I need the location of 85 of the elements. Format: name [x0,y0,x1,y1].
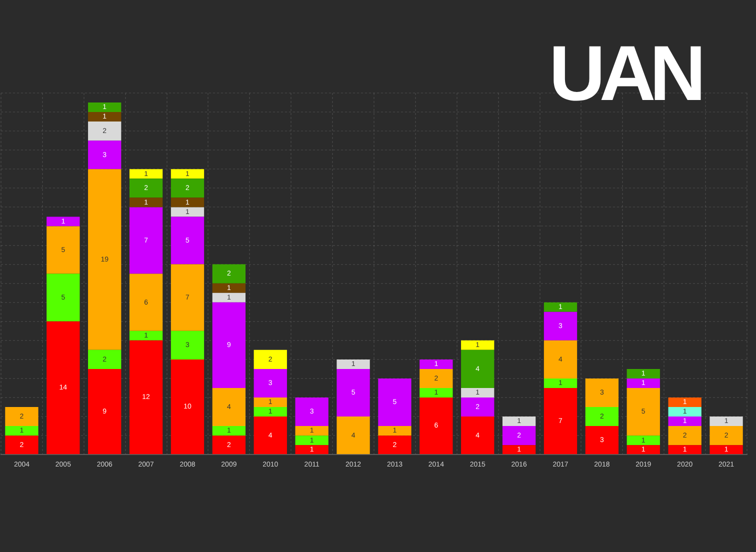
bar [336,359,370,369]
bar [626,378,660,388]
bar [461,416,494,454]
bar [212,292,246,302]
bar [461,350,494,388]
bar [668,407,702,417]
bar [212,388,246,426]
bar [88,102,122,112]
bar [668,398,702,408]
bar [502,426,536,446]
bar [254,350,287,369]
bar [544,388,578,454]
bar [88,140,122,170]
bar [626,368,660,378]
bar [129,340,163,454]
bar [544,312,578,340]
bar [88,169,122,350]
bar [626,445,660,454]
bar [5,426,38,436]
bar [544,340,578,378]
bar [544,378,578,388]
bar [129,169,163,179]
bar [502,445,536,454]
bar [170,207,204,217]
bar [420,359,453,369]
bar [5,436,38,454]
bar [295,398,328,426]
bar [585,378,619,408]
bar [170,178,204,198]
bar [295,445,328,454]
bar [88,112,122,122]
bar [212,283,246,293]
bar [170,359,204,454]
bar [129,198,163,208]
bar [46,226,80,274]
bar [585,407,619,426]
bar [129,207,163,274]
bar [420,388,453,398]
bar [129,330,163,340]
bar [46,321,80,454]
bar [461,388,494,398]
bar [710,416,743,426]
bar [461,340,494,350]
bar [254,407,287,417]
bar [88,122,122,141]
bar [420,398,453,454]
bar [378,426,412,436]
bar [295,436,328,446]
bar [88,350,122,369]
bar [336,416,370,454]
bar [88,368,122,454]
bar [668,426,702,446]
bar [420,368,453,388]
bar [378,378,412,426]
bar [378,436,412,454]
bar [170,169,204,179]
bar [336,368,370,417]
bar [710,445,743,454]
bar [212,302,246,388]
bar [46,274,80,322]
bar [254,398,287,408]
bar [5,407,38,426]
bar [668,445,702,454]
bar [129,178,163,198]
bar [254,368,287,398]
bar [170,330,204,360]
bar [626,436,660,446]
bar [544,302,578,312]
bar [129,274,163,331]
bar [254,416,287,454]
bar [212,426,246,436]
bar [46,216,80,226]
bar [502,416,536,426]
bar [295,426,328,436]
bar [710,426,743,446]
bar [626,388,660,436]
bar [212,436,246,454]
bar [170,264,204,331]
bar [668,416,702,426]
bar [170,216,204,264]
chart-title: UAN [549,29,700,117]
bar [585,426,619,454]
bar [461,398,494,417]
bar [212,264,246,284]
bar [170,198,204,208]
